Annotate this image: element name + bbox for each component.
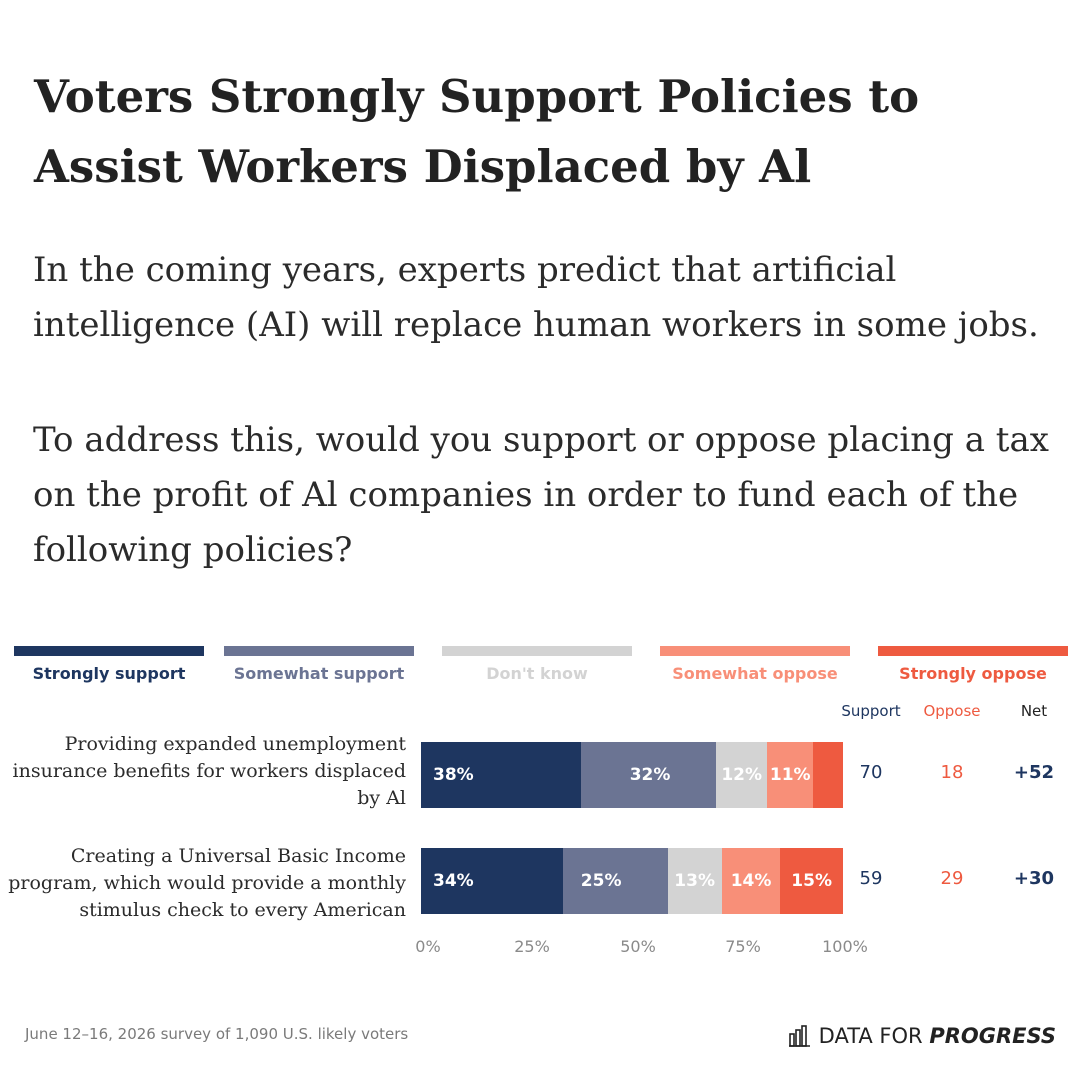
legend-swatch bbox=[224, 646, 414, 656]
row-label: Creating a Universal Basic Income progra… bbox=[8, 845, 406, 921]
oppose-value: 29 bbox=[940, 868, 964, 889]
page-title: Voters Strongly Support Policies to Assi… bbox=[34, 70, 920, 193]
legend-item: Strongly support bbox=[14, 646, 204, 683]
bar-segment: 12% bbox=[716, 742, 768, 808]
row-label: Providing expanded unemployment insuranc… bbox=[12, 733, 406, 809]
legend-label: Strongly support bbox=[32, 664, 186, 683]
bar-chart-icon bbox=[788, 1025, 810, 1047]
data-label: 34% bbox=[433, 871, 474, 891]
brand-logo: DATA FOR PROGRESS bbox=[788, 1024, 1056, 1048]
legend-item: Somewhat oppose bbox=[660, 646, 850, 683]
legend-swatch bbox=[660, 646, 850, 656]
bar-segment: 34% bbox=[421, 848, 564, 914]
support-value: 59 bbox=[859, 868, 883, 889]
data-label: 13% bbox=[674, 871, 715, 891]
x-tick-label: 100% bbox=[822, 937, 868, 956]
legend-item: Somewhat support bbox=[224, 646, 414, 683]
bar-segment: 38% bbox=[421, 742, 582, 808]
bar-segment: 32% bbox=[581, 742, 717, 808]
brand-name-bold: PROGRESS bbox=[929, 1024, 1056, 1048]
x-tick-label: 25% bbox=[514, 937, 550, 956]
bar-segment bbox=[813, 742, 843, 808]
net-value: +52 bbox=[1013, 762, 1055, 783]
x-tick-label: 75% bbox=[725, 937, 761, 956]
oppose-value: 18 bbox=[940, 762, 964, 783]
legend-label: Don't know bbox=[486, 664, 588, 683]
column-header: Support bbox=[841, 702, 901, 720]
x-tick-label: 0% bbox=[415, 937, 441, 956]
column-header: Net bbox=[1020, 702, 1048, 720]
bar-segment: 14% bbox=[721, 848, 781, 914]
legend-item: Don't know bbox=[442, 646, 632, 683]
bar-segment: 15% bbox=[780, 848, 843, 914]
data-label: 25% bbox=[580, 871, 622, 891]
question-text: To address this, would you support or op… bbox=[33, 420, 1049, 570]
brand-name-light: DATA FOR bbox=[818, 1024, 923, 1048]
intro-text: In the coming years, experts predict tha… bbox=[33, 250, 1039, 345]
net-value: +30 bbox=[1013, 868, 1055, 889]
legend-label: Somewhat oppose bbox=[672, 664, 838, 683]
bar-row: 38% 32% 12% 11% bbox=[421, 742, 843, 808]
legend-item: Strongly oppose bbox=[878, 646, 1068, 683]
support-value: 70 bbox=[859, 762, 883, 783]
data-label: 32% bbox=[629, 765, 671, 785]
legend-swatch bbox=[442, 646, 632, 656]
legend-swatch bbox=[14, 646, 204, 656]
bar-segment: 13% bbox=[667, 848, 722, 914]
bar-segment: 25% bbox=[563, 848, 668, 914]
data-label: 14% bbox=[730, 871, 772, 891]
legend-swatch bbox=[878, 646, 1068, 656]
x-tick-label: 50% bbox=[620, 937, 656, 956]
data-label: 11% bbox=[769, 765, 811, 785]
data-label: 38% bbox=[433, 765, 474, 785]
bar-row: 34% 25% 13% 14% 15% bbox=[421, 848, 843, 914]
legend-label: Somewhat support bbox=[233, 664, 405, 683]
data-label: 15% bbox=[791, 871, 832, 891]
column-header: Oppose bbox=[923, 702, 981, 720]
legend-label: Strongly oppose bbox=[899, 664, 1047, 683]
data-label: 12% bbox=[721, 765, 763, 785]
bar-segment: 11% bbox=[767, 742, 814, 808]
survey-footnote: June 12–16, 2026 survey of 1,090 U.S. li… bbox=[25, 1025, 409, 1043]
